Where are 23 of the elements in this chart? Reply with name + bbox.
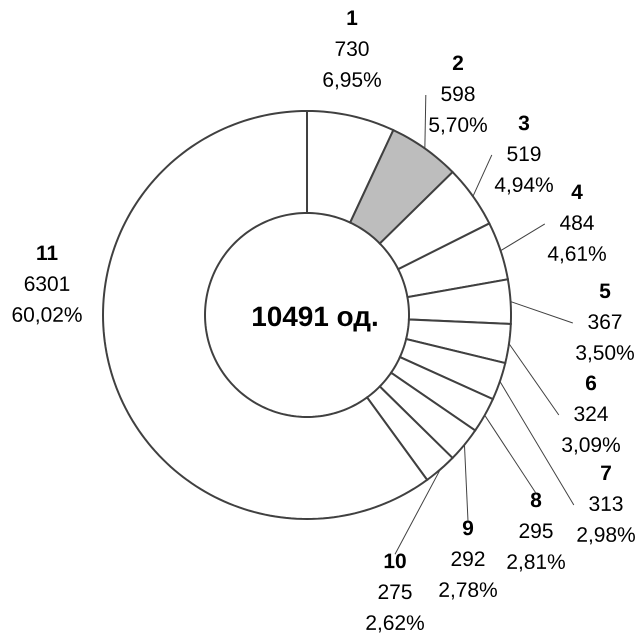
slice-label: 5 xyxy=(600,284,610,298)
slice-label: 7 xyxy=(601,466,611,480)
slice-label: 2 xyxy=(452,55,463,70)
data-label: 292 2,78% xyxy=(439,551,497,600)
slice-label: 1 xyxy=(348,10,358,25)
data-label: 6301 60,02% xyxy=(12,276,82,324)
data-label: 598 5,70% xyxy=(429,86,487,134)
data-label: 519 4,94% xyxy=(494,146,553,194)
slice-label: 4 xyxy=(572,184,583,199)
slice-label: 11 xyxy=(37,246,58,260)
slice-label: 10 xyxy=(384,553,406,568)
data-label: 324 3,09% xyxy=(562,406,620,455)
data-label: 295 2,81% xyxy=(507,523,565,572)
data-label: 730 6,95% xyxy=(323,41,381,90)
text: 10491 од. xyxy=(253,306,377,332)
data-label: 313 2,98% xyxy=(577,496,635,544)
slice-label: 3 xyxy=(518,115,530,130)
slice-label: 6 xyxy=(586,375,596,390)
slice-label: 9 xyxy=(462,520,474,536)
data-label: 367 3,50% xyxy=(576,314,634,362)
slice-label: 8 xyxy=(530,492,542,508)
data-label: 484 4,61% xyxy=(548,215,606,264)
data-label: 275 2,62% xyxy=(366,584,424,633)
